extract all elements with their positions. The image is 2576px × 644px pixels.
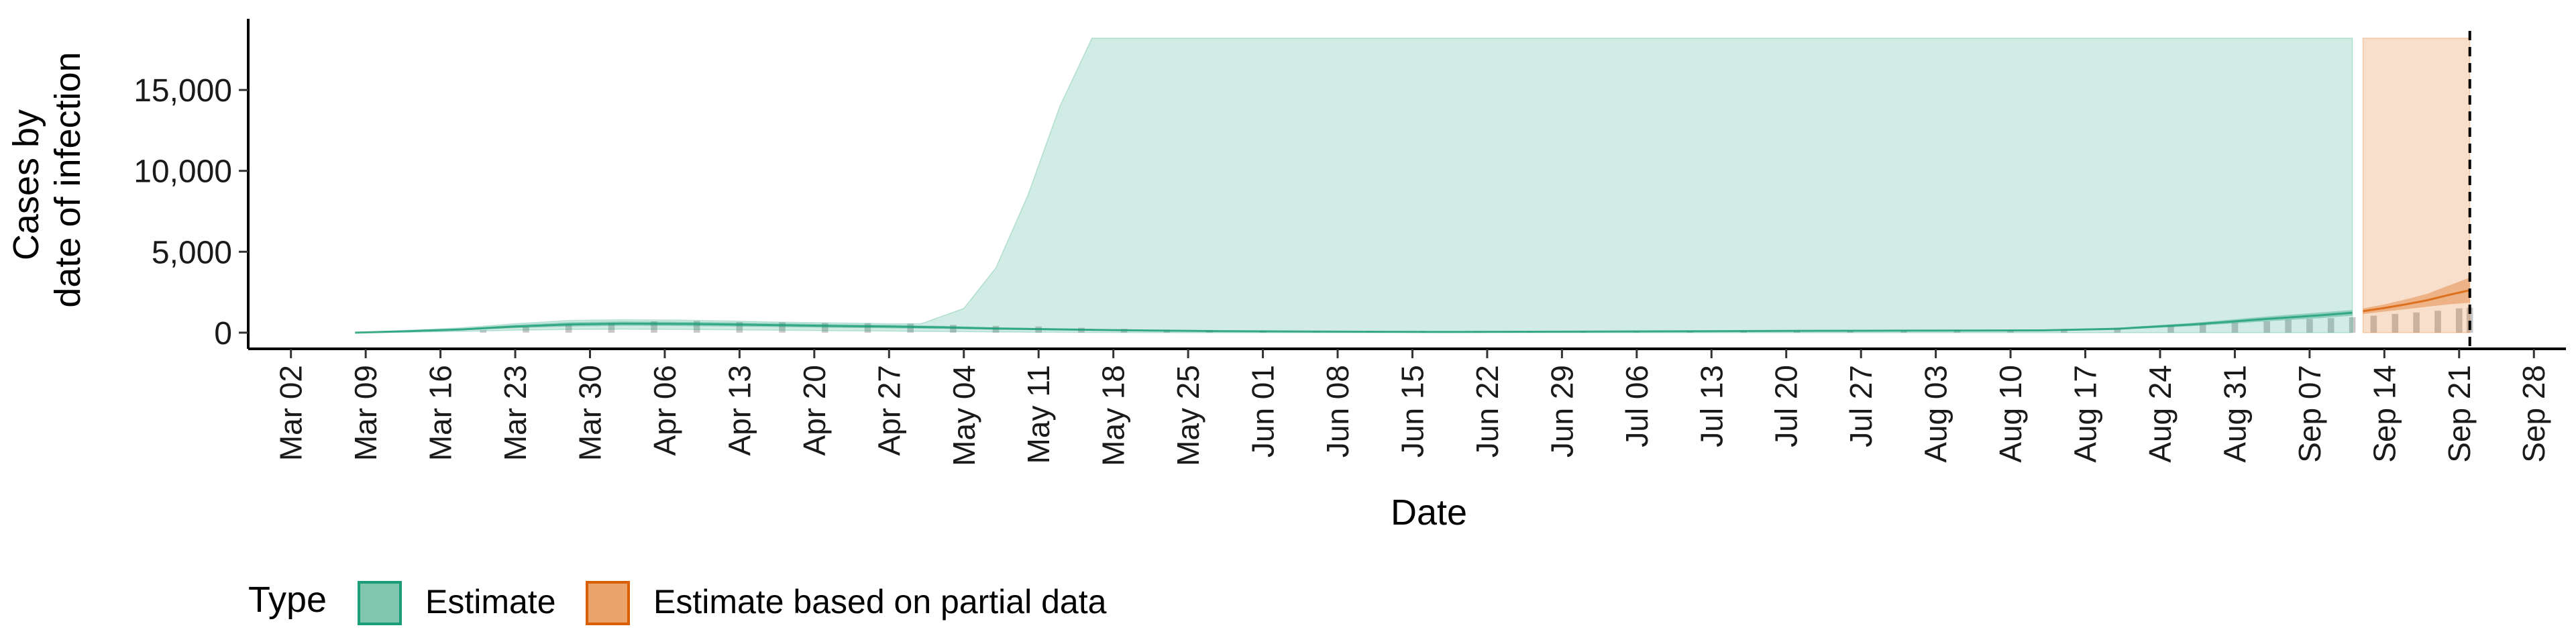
reported-case-bar [2434, 311, 2441, 333]
y-axis-title-line-1: Cases by [6, 109, 46, 260]
y-tick-label: 15,000 [133, 73, 232, 109]
legend-key-partial [586, 581, 630, 625]
partial-estimate-outer-band [2362, 38, 2471, 333]
reported-case-bar [608, 323, 615, 333]
x-tick-label: Mar 30 [572, 365, 607, 461]
reported-case-bar [2327, 318, 2334, 333]
x-tick-label: Jun 15 [1395, 365, 1430, 458]
y-tick-label: 0 [214, 316, 232, 352]
reported-case-bar [651, 321, 657, 333]
x-tick-label: Sep 28 [2516, 365, 2551, 463]
reported-case-bar [565, 324, 572, 333]
x-tick-label: Sep 07 [2292, 365, 2327, 463]
plot-area [355, 31, 2473, 349]
x-tick-label: Mar 16 [423, 365, 458, 461]
y-axis-title-line-2: date of infection [48, 52, 88, 307]
estimate-outer-band [355, 38, 2353, 333]
x-tick-label: Jun 22 [1470, 365, 1505, 458]
reported-case-bar [2306, 319, 2313, 333]
x-tick-label: Aug 24 [2143, 365, 2178, 463]
x-tick-label: Sep 14 [2367, 365, 2402, 463]
estimate-median-line [355, 311, 2353, 334]
reported-case-bar [2114, 327, 2121, 333]
x-axis-title: Date [1391, 492, 1467, 533]
x-tick-label: May 11 [1021, 365, 1056, 464]
legend: Type Estimate Estimate based on partial … [248, 580, 1107, 625]
reported-case-bar [736, 322, 743, 333]
x-tick-label: May 25 [1171, 365, 1205, 466]
x-tick-label: Aug 03 [1919, 365, 1953, 463]
x-tick-label: Mar 23 [498, 365, 533, 461]
partial-estimate-inner-band [2363, 277, 2470, 315]
x-tick-label: Mar 09 [348, 365, 383, 461]
reported-case-bar [822, 323, 828, 333]
reported-case-bar [779, 322, 786, 333]
legend-title: Type [248, 580, 327, 620]
x-tick-label: Apr 06 [647, 365, 682, 456]
x-tick-label: Jul 13 [1694, 365, 1729, 447]
y-tick-label: 10,000 [133, 154, 232, 190]
x-tick-label: Jul 06 [1619, 365, 1654, 447]
reported-case-bar [2199, 323, 2206, 333]
y-axis-title: Cases by date of infection [6, 52, 88, 307]
x-tick-label: Aug 17 [2068, 365, 2103, 463]
reported-case-bar [2466, 307, 2473, 333]
x-tick-label: Jul 27 [1843, 365, 1878, 447]
reported-case-bar [693, 321, 700, 333]
reported-case-bar [864, 323, 871, 333]
partial-estimate-median-line [2363, 289, 2471, 313]
x-tick-label: Apr 20 [797, 365, 832, 456]
reported-case-bar [2285, 319, 2292, 333]
x-tick-label: Aug 10 [1993, 365, 2028, 463]
reported-case-bar [480, 330, 487, 333]
reported-case-bar [2349, 317, 2356, 333]
legend-label-partial: Estimate based on partial data [653, 583, 1107, 621]
reported-case-bar [950, 325, 957, 333]
legend-label-estimate: Estimate [425, 583, 556, 621]
legend-key-estimate [358, 581, 402, 625]
reported-case-bar [2413, 312, 2420, 333]
reported-case-bar [2263, 321, 2270, 333]
x-tick-label: Apr 13 [722, 365, 757, 456]
x-tick-label: Aug 31 [2217, 365, 2252, 463]
x-tick-label: Jun 29 [1544, 365, 1579, 458]
x-tick-label: Mar 02 [274, 365, 309, 461]
axes: 0 5,000 10,000 15,000 Mar 02 Mar 09 Mar 16 Mar … [133, 19, 2566, 466]
x-tick-label: Apr 27 [871, 365, 906, 456]
x-tick-label: May 18 [1096, 365, 1131, 466]
reported-case-bar [2456, 308, 2463, 333]
reported-case-bar [907, 323, 914, 333]
reported-case-bar [2167, 325, 2174, 333]
reported-case-bar [523, 327, 529, 333]
reported-case-bar [2370, 315, 2377, 333]
x-tick-label: May 04 [947, 365, 981, 466]
reported-case-bar [2231, 322, 2239, 333]
x-tick-label: Jun 08 [1320, 365, 1355, 458]
x-tick-label: Jul 20 [1769, 365, 1804, 447]
y-tick-label: 5,000 [152, 235, 232, 270]
x-tick-label: Jun 01 [1246, 365, 1281, 458]
reported-case-bar [2392, 314, 2399, 333]
x-tick-label: Sep 21 [2442, 365, 2477, 463]
